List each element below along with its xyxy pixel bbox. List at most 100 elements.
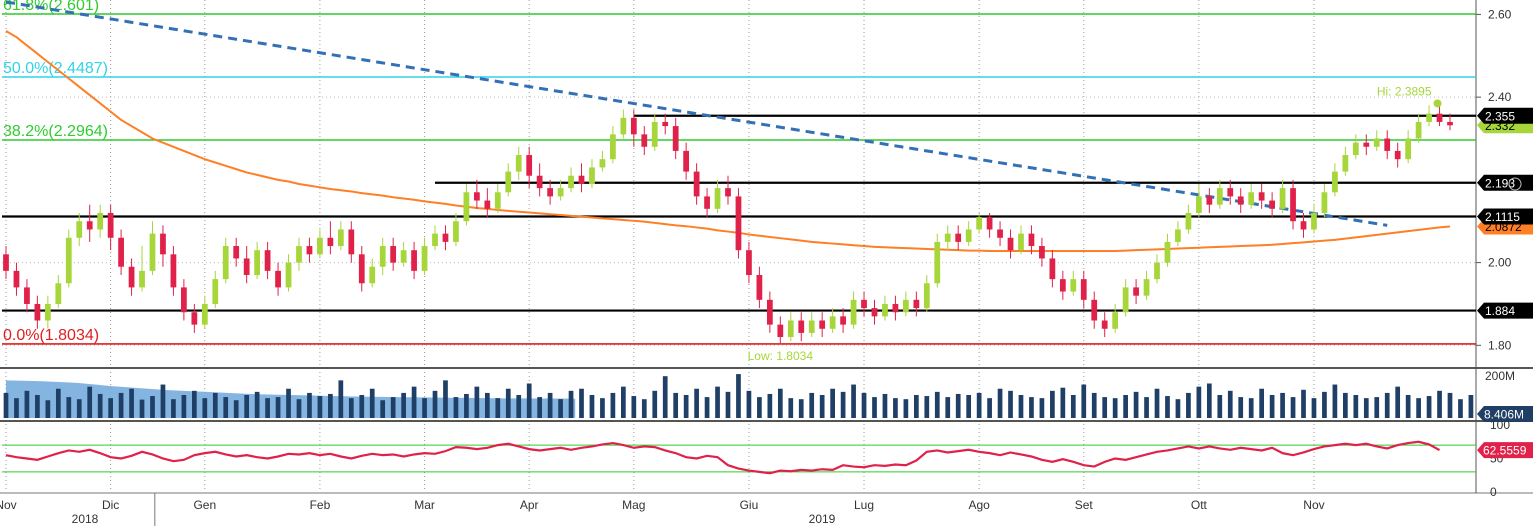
level-price-tag: 2.1115	[1477, 208, 1533, 225]
volume-bar	[1050, 390, 1055, 418]
volume-bar	[641, 399, 647, 418]
y-tick-label: 2.60	[1488, 7, 1512, 21]
candle	[233, 237, 240, 267]
candle-body	[589, 167, 595, 184]
candle-body	[578, 175, 585, 184]
volume-bar	[725, 391, 731, 418]
scroll-handle-icon	[1508, 177, 1522, 191]
candle-body	[1352, 142, 1359, 156]
candle	[892, 295, 899, 321]
volume-bar	[1248, 398, 1254, 418]
volume-bar	[348, 398, 354, 418]
volume-bar	[45, 400, 51, 418]
candle-body	[641, 134, 648, 147]
price-tag-bg	[1477, 302, 1533, 319]
candle-body	[264, 250, 271, 271]
candle-body	[599, 159, 606, 168]
volume-bar	[97, 393, 103, 418]
volume-bar	[171, 399, 176, 418]
volume-bar	[1217, 395, 1223, 418]
candle	[170, 246, 177, 296]
x-month-label: Dic	[102, 498, 119, 512]
candle	[13, 262, 20, 296]
candle-body	[191, 312, 198, 325]
x-month-label: Gen	[193, 498, 216, 512]
volume-bar	[934, 391, 940, 418]
candle-body	[1133, 287, 1139, 296]
volume-bar	[1374, 397, 1380, 418]
candle-body	[714, 188, 721, 209]
candle	[1206, 188, 1213, 213]
candle	[787, 312, 794, 342]
volume-bar	[1426, 396, 1432, 418]
volume-bar	[568, 390, 574, 418]
candle-body	[1227, 188, 1234, 197]
candle-body	[337, 229, 344, 247]
candle-body	[1415, 121, 1422, 139]
candle-body	[787, 320, 794, 338]
candle	[798, 312, 805, 342]
candle	[1028, 225, 1035, 255]
volume-bar	[3, 392, 9, 418]
rsi-tick-label: 0	[1490, 485, 1497, 499]
candle-body	[547, 188, 553, 197]
candle-body	[24, 287, 30, 304]
candle	[714, 179, 721, 213]
candle-body	[97, 212, 104, 230]
price-tag-text: 1.884	[1485, 304, 1515, 318]
x-month-label: Ott	[1191, 498, 1208, 512]
volume-bar	[1437, 390, 1442, 418]
candle	[934, 233, 941, 288]
candle-body	[1059, 279, 1066, 292]
volume-bar	[558, 399, 563, 418]
volume-bar	[233, 400, 239, 418]
candle-body	[317, 237, 323, 255]
candle-body	[1101, 320, 1108, 329]
volume-bar	[1395, 386, 1401, 418]
candle-body	[212, 279, 219, 304]
candle-body	[1332, 171, 1338, 193]
rsi-line	[5, 440, 1441, 475]
volume-bar	[505, 388, 511, 418]
volume-bar	[1060, 387, 1066, 418]
candle	[44, 295, 51, 329]
candle	[766, 291, 773, 333]
candle	[254, 241, 261, 280]
candle	[505, 163, 512, 197]
volume-bar	[1091, 392, 1097, 418]
candle-body	[390, 246, 397, 263]
candle	[777, 316, 784, 344]
candle-body	[662, 121, 669, 127]
candle-body	[1384, 138, 1391, 151]
candle-body	[243, 258, 250, 275]
x-month-label: Set	[1075, 498, 1094, 512]
candle-body	[892, 303, 899, 313]
candle-body	[1394, 150, 1401, 160]
candle-body	[285, 262, 292, 288]
volume-bar	[872, 397, 877, 418]
candle-body	[829, 316, 836, 329]
volume-bar	[24, 390, 30, 418]
candle-body	[505, 171, 512, 193]
volume-bar	[903, 399, 909, 418]
candle-body	[934, 241, 941, 284]
candle-body	[1154, 262, 1160, 280]
volume-bar	[516, 395, 522, 418]
candle	[149, 221, 156, 275]
candle-body	[86, 221, 93, 230]
candle-body	[118, 237, 124, 267]
price-tag-text: 2.193	[1485, 176, 1515, 190]
candle	[861, 291, 867, 317]
volume-bar	[1416, 398, 1421, 418]
volume-bar	[600, 398, 605, 418]
volume-bar	[307, 392, 312, 418]
fib-label: 0.0%(1.8034)	[3, 327, 99, 344]
candle-body	[1175, 229, 1181, 242]
candle-body	[484, 200, 491, 209]
candle	[1258, 184, 1265, 209]
candle-body	[201, 303, 208, 325]
candle-body	[1028, 233, 1035, 247]
volume-bar	[369, 388, 375, 418]
volume-bar	[1008, 390, 1013, 418]
candle	[1185, 204, 1192, 234]
